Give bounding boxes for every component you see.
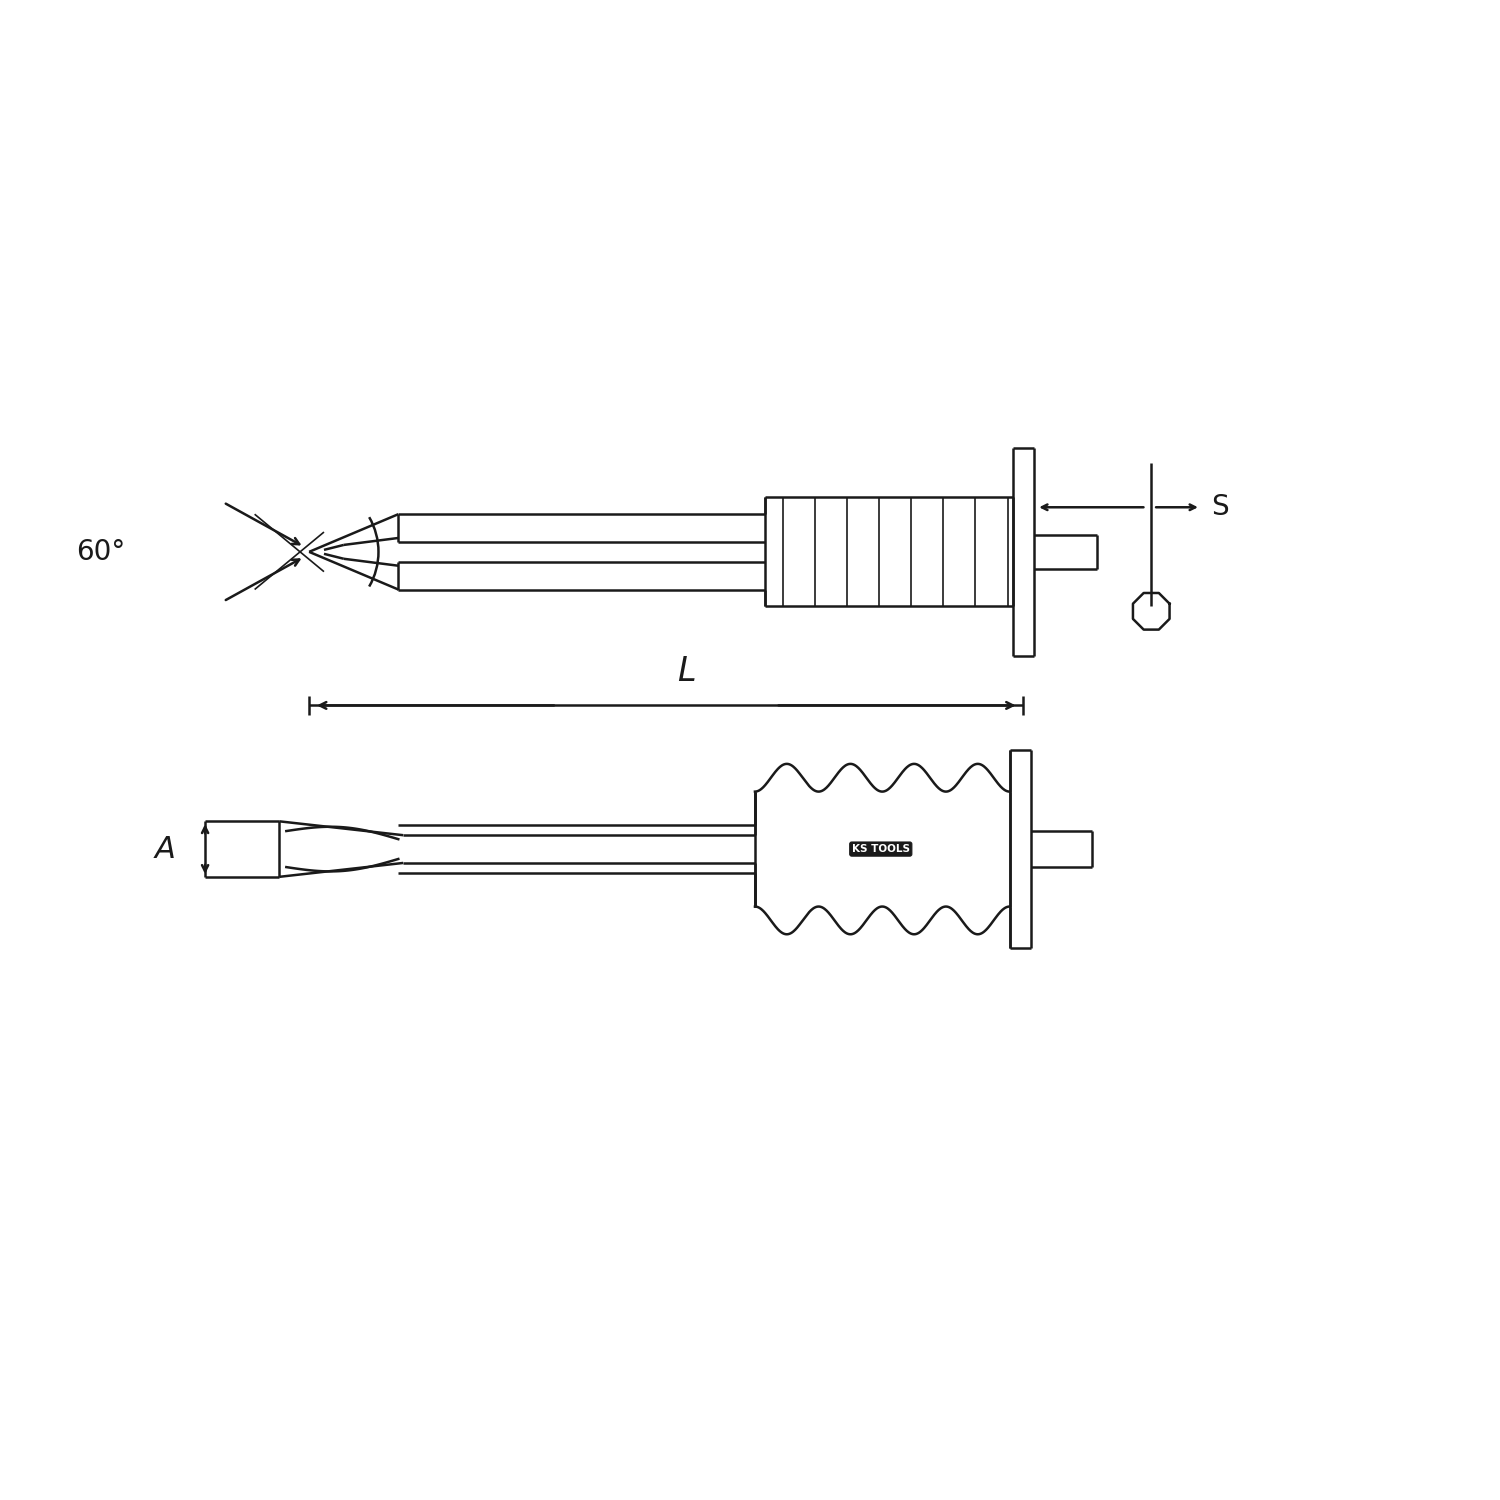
Text: S: S: [1210, 494, 1228, 522]
Text: KS TOOLS: KS TOOLS: [852, 844, 910, 853]
Text: L: L: [676, 654, 696, 687]
Text: 60°: 60°: [76, 538, 126, 566]
Text: A: A: [154, 834, 176, 864]
